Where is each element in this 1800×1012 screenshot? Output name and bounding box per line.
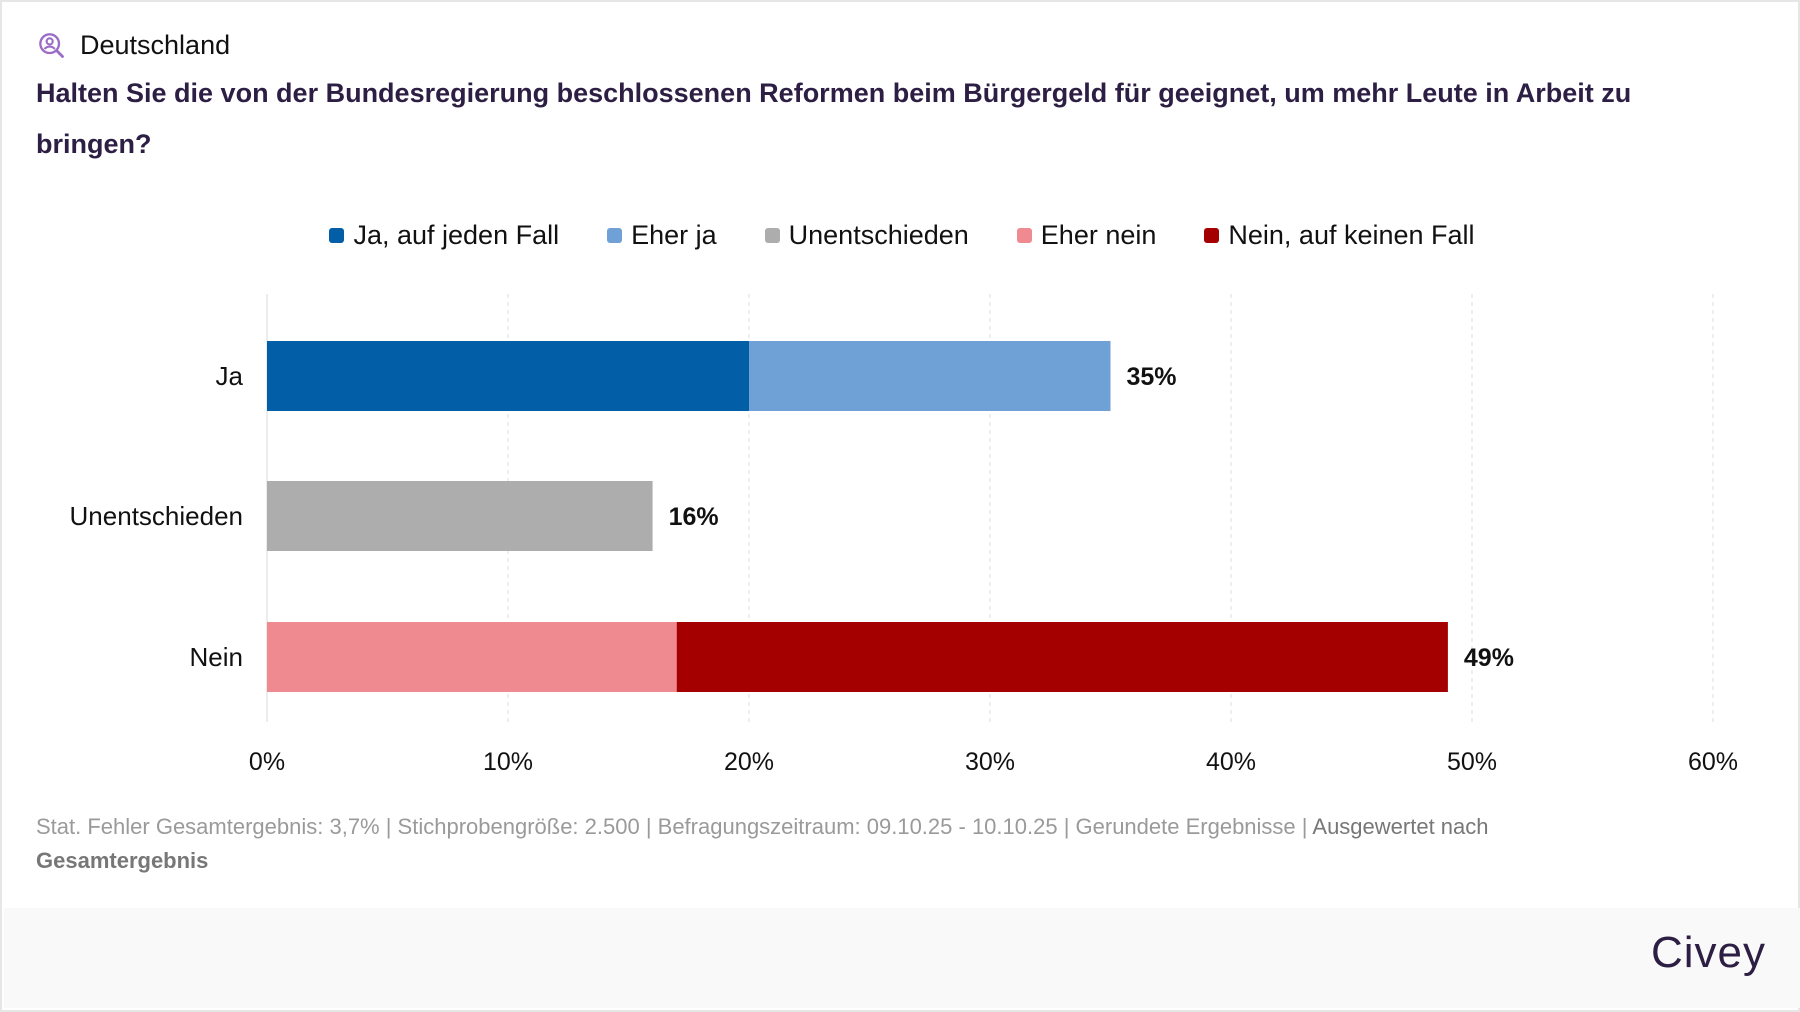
legend-item-unentschieden[interactable]: Unentschieden [764,220,969,251]
x-tick-label: 50% [1447,748,1497,772]
region-header: Deutschland [38,30,230,61]
legend-label: Unentschieden [788,220,969,250]
x-tick-label: 20% [724,748,774,772]
bar-segment [267,481,653,551]
category-label: Ja [216,361,244,391]
x-tick-label: 10% [483,748,533,772]
legend-swatch [1204,228,1220,243]
legend-swatch [764,228,780,243]
legend-swatch [329,228,345,243]
legend-item-nein-auf-keinen-fall[interactable]: Nein, auf keinen Fall [1204,220,1475,251]
category-label: Nein [190,642,243,672]
bar-segment [676,622,1448,692]
footer-note: Stat. Fehler Gesamtergebnis: 3,7% | Stic… [36,810,1676,878]
person-search-icon [39,32,64,58]
total-label: 16% [669,503,719,531]
x-tick-label: 0% [249,748,285,772]
bar-segment [267,341,749,411]
total-label: 49% [1464,644,1514,672]
total-label: 35% [1127,363,1177,391]
legend-item-eher-ja[interactable]: Eher ja [607,220,717,251]
legend-label: Eher ja [631,220,717,250]
bar-chart: 0% 10% 20% 30% 40% 50% 60% Ja 35% Unentschieden 16… [70,294,1738,772]
legend-item-ja-auf-jeden-fall[interactable]: Ja, auf jeden Fall [329,220,559,251]
civey-logo: Civey [1650,928,1766,977]
legend-item-eher-nein[interactable]: Eher nein [1016,220,1157,251]
brand-bar: Civey [4,908,1800,1008]
legend-swatch [1016,228,1032,243]
evaluated-value: Gesamtergebnis [36,848,209,873]
region-label: Deutschland [80,30,231,60]
legend-swatch [607,228,623,243]
legend-label: Nein, auf keinen Fall [1228,220,1475,250]
x-tick-label: 30% [965,748,1015,772]
question-title: Halten Sie die von der Bundesregierung b… [36,78,1632,159]
bar-segment [749,341,1111,411]
legend: Ja, auf jeden Fall Eher ja Unentschieden… [2,220,1800,251]
x-tick-label: 60% [1688,748,1738,772]
legend-label: Ja, auf jeden Fall [353,220,560,250]
legend-label: Eher nein [1040,220,1157,250]
bar-segment [267,622,677,692]
x-tick-label: 40% [1206,748,1256,772]
category-label: Unentschieden [70,501,243,531]
survey-meta: Stat. Fehler Gesamtergebnis: 3,7% | Stic… [36,814,1313,839]
evaluated-label: Ausgewertet nach [1312,814,1489,839]
